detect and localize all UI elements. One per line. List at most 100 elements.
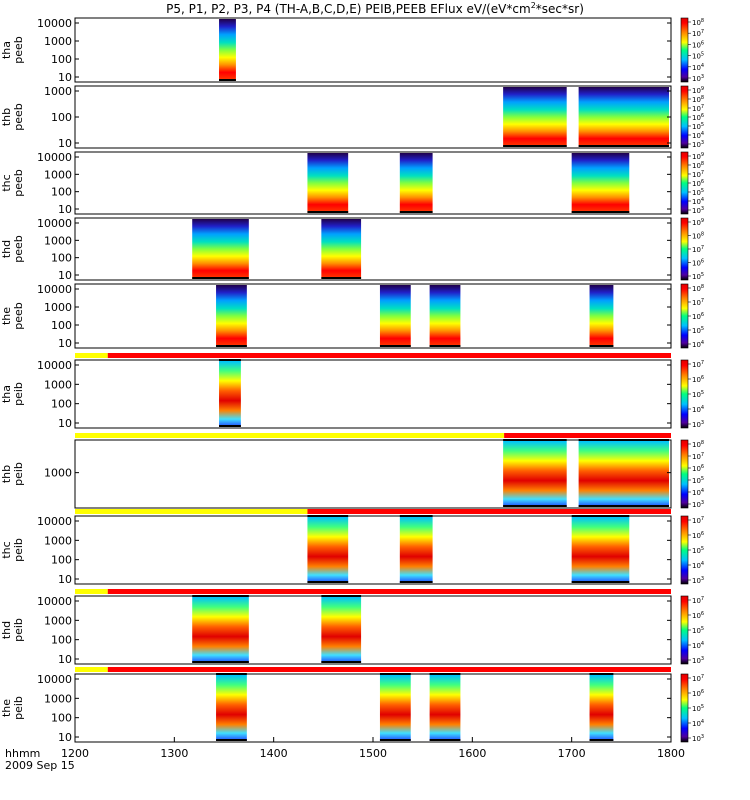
colorbar-tick-label: 107 bbox=[692, 170, 704, 179]
block-baseline bbox=[589, 739, 614, 741]
panel-thd-peib: 10000 1000 100 10 thdpeib 107 106 105 104 103 bbox=[0, 589, 704, 666]
y-tick-label: 1000 bbox=[44, 301, 72, 314]
panel-tha-peeb: 10000 1000 100 10 thapeeb 108 107 106 105 104 103 bbox=[0, 17, 704, 84]
spectrogram-block bbox=[216, 675, 247, 741]
panel-thd-peeb: 10000 1000 100 10 thdpeeb 109 108 107 106 105 bbox=[0, 217, 704, 282]
spectrogram-block bbox=[192, 597, 249, 663]
colorbar bbox=[680, 439, 689, 509]
colorbar-tick-label: 104 bbox=[692, 641, 704, 650]
panel-frame bbox=[74, 283, 672, 349]
colorbar-tick-label: 108 bbox=[692, 284, 704, 293]
colorbar-tick-label: 106 bbox=[692, 689, 704, 698]
block-baseline bbox=[429, 345, 461, 347]
panel-thb-peib: 1000 thbpeib 108 107 106 105 104 103 bbox=[0, 433, 704, 509]
block-baseline bbox=[307, 581, 349, 583]
y-tick-label: 10 bbox=[58, 203, 72, 216]
colorbar-tick-label: 106 bbox=[692, 259, 704, 268]
colorbar bbox=[680, 359, 689, 429]
y-tick-label: 10 bbox=[58, 417, 72, 430]
block-baseline bbox=[379, 739, 411, 741]
y-tick-label: 100 bbox=[51, 634, 72, 647]
panels-group: 10000100010010thapeeb1081071061051041031… bbox=[0, 17, 704, 744]
spectrogram-block bbox=[429, 675, 461, 741]
x-tick-label: 1600 bbox=[458, 747, 486, 760]
y-tick-label: 100 bbox=[51, 319, 72, 332]
spectrogram-block bbox=[399, 153, 433, 213]
colorbar-tick-label: 106 bbox=[692, 464, 704, 473]
panel-frame bbox=[74, 217, 672, 281]
block-baseline bbox=[379, 345, 411, 347]
colorbar-tick-label: 109 bbox=[692, 152, 704, 161]
panel-frame bbox=[74, 595, 672, 665]
x-tick-label: 1300 bbox=[160, 747, 188, 760]
colorbar-tick-label: 103 bbox=[692, 734, 704, 743]
colorbar-tick-label: 103 bbox=[692, 206, 704, 215]
y-tick-label: 10 bbox=[58, 337, 72, 350]
colorbar-tick-label: 107 bbox=[692, 516, 704, 525]
panel-frame bbox=[74, 439, 672, 509]
colorbar-tick-label: 105 bbox=[692, 188, 704, 197]
y-tick-label: 100 bbox=[51, 398, 72, 411]
status-bar-yellow bbox=[75, 667, 108, 672]
x-axis-label-date: 2009 Sep 15 bbox=[5, 759, 75, 772]
spectrogram-block bbox=[321, 219, 362, 279]
colorbar bbox=[680, 515, 689, 585]
block-baseline bbox=[399, 581, 433, 583]
colorbar-tick-label: 107 bbox=[692, 360, 704, 369]
colorbar-tick-label: 105 bbox=[692, 390, 704, 399]
y-tick-label: 100 bbox=[51, 186, 72, 199]
y-tick-label: 10000 bbox=[37, 151, 72, 164]
colorbar bbox=[680, 17, 689, 83]
colorbar-tick-label: 108 bbox=[692, 440, 704, 449]
colorbar-tick-label: 105 bbox=[692, 272, 704, 281]
y-tick-label: 100 bbox=[51, 554, 72, 567]
y-tick-label: 1000 bbox=[44, 614, 72, 627]
block-baseline bbox=[571, 581, 630, 583]
title-superscript: 2 bbox=[531, 1, 536, 10]
y-tick-label: 100 bbox=[51, 712, 72, 725]
block-baseline bbox=[216, 739, 247, 741]
block-baseline bbox=[578, 505, 670, 507]
block-baseline bbox=[321, 661, 362, 663]
colorbar-tick-label: 106 bbox=[692, 531, 704, 540]
colorbar bbox=[680, 85, 689, 149]
status-bar-yellow bbox=[75, 509, 308, 514]
colorbar-tick-label: 103 bbox=[692, 500, 704, 509]
colorbar bbox=[680, 595, 689, 665]
colorbar-tick-label: 105 bbox=[692, 704, 704, 713]
status-bar-yellow bbox=[75, 433, 505, 438]
spectrogram-block bbox=[192, 219, 249, 279]
y-tick-label: 10000 bbox=[37, 673, 72, 686]
colorbar-tick-label: 103 bbox=[692, 420, 704, 429]
block-baseline bbox=[571, 211, 630, 213]
spectrogram-block bbox=[379, 285, 411, 347]
colorbar-tick-label: 105 bbox=[692, 122, 704, 131]
y-tick-label: 10 bbox=[58, 573, 72, 586]
y-tick-label: 1000 bbox=[44, 35, 72, 48]
spectrogram-block bbox=[429, 285, 461, 347]
panel-tha-peib: 10000 1000 100 10 thapeib 107 106 105 104 103 bbox=[0, 353, 704, 430]
y-tick-label: 1000 bbox=[44, 378, 72, 391]
colorbar-tick-label: 106 bbox=[692, 375, 704, 384]
spectrogram-block bbox=[578, 87, 670, 147]
colorbar-tick-label: 108 bbox=[692, 232, 704, 241]
colorbar-tick-label: 104 bbox=[692, 63, 704, 72]
spectrogram-block bbox=[219, 19, 236, 81]
status-bar-red bbox=[307, 509, 671, 514]
y-tick-label: 1000 bbox=[44, 534, 72, 547]
y-tick-label: 10 bbox=[58, 653, 72, 666]
colorbar-tick-label: 105 bbox=[692, 326, 704, 335]
colorbar-tick-label: 107 bbox=[692, 245, 704, 254]
block-baseline bbox=[429, 739, 461, 741]
figure-title: P5, P1, P2, P3, P4 (TH-A,B,C,D,E) PEIB,P… bbox=[166, 1, 584, 16]
block-baseline bbox=[192, 661, 249, 663]
panel-frame bbox=[74, 515, 672, 585]
colorbar-tick-label: 104 bbox=[692, 197, 704, 206]
spectrogram-block bbox=[321, 597, 362, 663]
y-tick-label: 1000 bbox=[44, 85, 72, 98]
y-axis-label: thepeeb bbox=[0, 302, 25, 330]
spectrogram-block bbox=[399, 517, 433, 583]
colorbar-tick-label: 103 bbox=[692, 140, 704, 149]
colorbar-tick-label: 104 bbox=[692, 131, 704, 140]
